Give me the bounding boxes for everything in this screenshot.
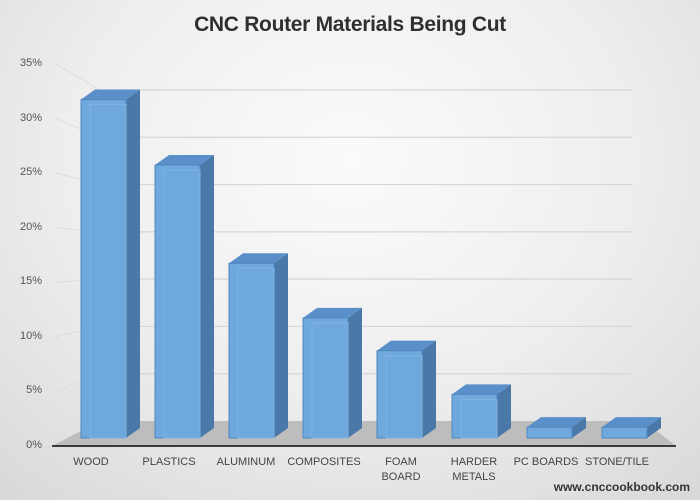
bar-top [452, 384, 511, 395]
bar-foam-board [376, 350, 423, 439]
y-tick-label: 30% [19, 111, 42, 124]
bar-top [602, 417, 661, 428]
y-tick-label: 0% [26, 439, 42, 451]
bar-top [527, 417, 586, 428]
chart-title: CNC Router Materials Being Cut [194, 13, 506, 36]
x-tick-label: ALUMINUM [216, 456, 276, 468]
bar-top [155, 155, 214, 166]
x-tick-label: PLASTICS [142, 456, 196, 468]
bar-side [647, 417, 661, 438]
bar-plastics [154, 164, 201, 439]
bar-top [229, 253, 288, 264]
bar-top [81, 89, 140, 100]
bar-side [200, 155, 214, 438]
bar-wood [80, 99, 127, 439]
bar-highlight [385, 355, 423, 439]
bar-side [348, 307, 362, 438]
x-tick-label: FOAM BOARD [381, 456, 421, 483]
x-tick-label: WOOD [73, 456, 109, 468]
bar-top [303, 307, 362, 318]
bar-highlight [311, 322, 349, 439]
bar-highlight [89, 104, 127, 439]
bar-highlight [460, 398, 498, 439]
y-tick-label: 10% [19, 329, 42, 342]
bar-side [274, 253, 288, 438]
bar-stone-tile [601, 426, 648, 439]
gridline-diagonal [55, 63, 101, 91]
y-tick-label: 25% [19, 166, 42, 179]
bar-side [422, 340, 436, 438]
bar-composites [302, 317, 349, 439]
y-tick-label: 5% [26, 384, 42, 397]
bar-aluminum [228, 262, 275, 439]
bar-side [126, 89, 140, 438]
source-credit: www.cnccookbook.com [553, 480, 690, 494]
x-tick-label: HARDER METALS [450, 456, 498, 483]
bar-side [572, 417, 586, 438]
bar-highlight [237, 267, 275, 439]
y-tick-label: 15% [19, 275, 42, 288]
x-tick-label: PC BOARDS [513, 456, 579, 468]
bar-highlight [163, 169, 201, 439]
x-tick-label: COMPOSITES [287, 456, 361, 468]
y-tick-label: 20% [19, 220, 42, 233]
y-tick-label: 35% [19, 57, 42, 69]
bar-top [377, 340, 436, 351]
bar-pc-boards [526, 426, 573, 439]
x-tick-label: STONE/TILE [585, 456, 649, 468]
bar-side [497, 384, 511, 438]
bar-harder-metals [451, 393, 498, 439]
